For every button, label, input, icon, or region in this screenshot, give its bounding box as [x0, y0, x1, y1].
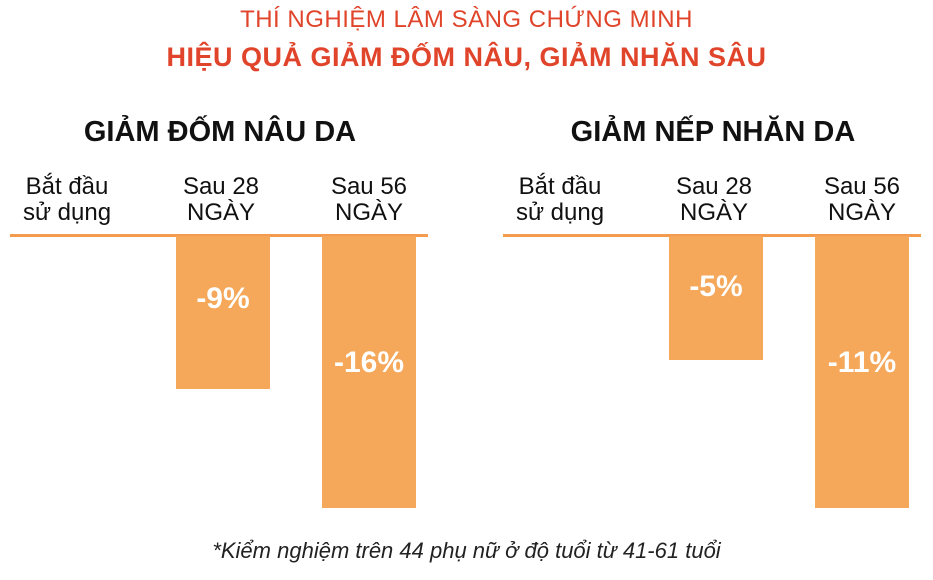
bar-value-label: -5%: [689, 269, 743, 303]
chart-baseline: [503, 234, 921, 237]
bar-28-days: [669, 236, 763, 360]
bar-56-days: [322, 236, 416, 508]
category-label-start: Bắt đầu sử dụng: [22, 173, 112, 226]
chart-title: GIẢM ĐỐM NÂU DA: [83, 116, 357, 148]
chart-baseline: [10, 234, 428, 237]
header-title: HIỆU QUẢ GIẢM ĐỐM NÂU, GIẢM NHĂN SÂU: [166, 42, 767, 72]
chart-brown-spots: GIẢM ĐỐM NÂU DA Bắt đầu sử dụng Sau 28 N…: [0, 110, 440, 520]
bar-56-days: [815, 236, 909, 508]
category-label-28-days: Sau 28 NGÀY: [675, 173, 753, 226]
chart-title: GIẢM NẾP NHĂN DA: [570, 116, 856, 148]
category-label-56-days: Sau 56 NGÀY: [823, 173, 901, 226]
bar-28-days: [176, 236, 270, 389]
header-subtitle: THÍ NGHIỆM LÂM SÀNG CHỨNG MINH: [240, 6, 693, 33]
bar-value-label: -11%: [827, 345, 897, 379]
bar-value-label: -9%: [196, 282, 250, 316]
chart-wrinkles: GIẢM NẾP NHĂN DA Bắt đầu sử dụng Sau 28 …: [493, 110, 933, 520]
footnote: *Kiểm nghiệm trên 44 phụ nữ ở độ tuổi từ…: [212, 538, 721, 563]
bar-value-label: -16%: [333, 345, 405, 379]
category-label-56-days: Sau 56 NGÀY: [330, 173, 408, 226]
category-label-start: Bắt đầu sử dụng: [515, 173, 605, 226]
category-label-28-days: Sau 28 NGÀY: [182, 173, 260, 226]
